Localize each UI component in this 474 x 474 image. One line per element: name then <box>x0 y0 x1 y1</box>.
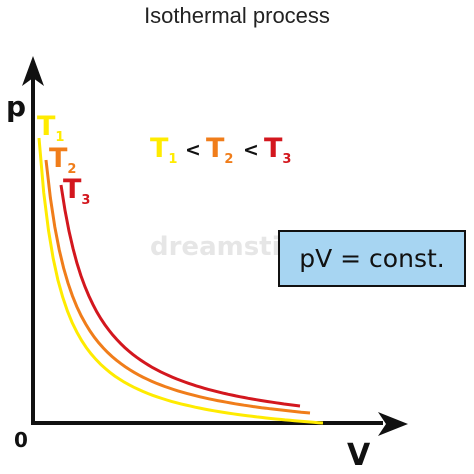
equation-text: pV = const. <box>299 244 444 273</box>
y-axis-arrow <box>22 56 44 86</box>
x-axis-label: V <box>347 438 371 473</box>
equation-box <box>278 230 466 287</box>
relation-less-than-2: < <box>243 139 259 161</box>
relation-t2: T2 <box>206 133 233 167</box>
curve-label-t1: T1 <box>37 111 64 145</box>
isotherm-t2-curve <box>44 159 311 415</box>
page-title: Isothermal process <box>144 3 330 28</box>
relation-t3: T3 <box>264 133 291 167</box>
relation-t1: T1 <box>150 133 177 167</box>
isotherm-t1-curve <box>37 137 324 425</box>
x-axis-arrow <box>378 412 408 436</box>
temperature-relation: T1 < T2 < T3 <box>150 133 291 167</box>
curve-label-t2: T2 <box>49 143 76 177</box>
origin-label: 0 <box>14 428 28 452</box>
relation-less-than-1: < <box>185 139 201 161</box>
curve-label-t3: T3 <box>63 174 90 208</box>
y-axis-label: p <box>6 90 26 123</box>
isotherm-t3-curve <box>59 184 301 408</box>
